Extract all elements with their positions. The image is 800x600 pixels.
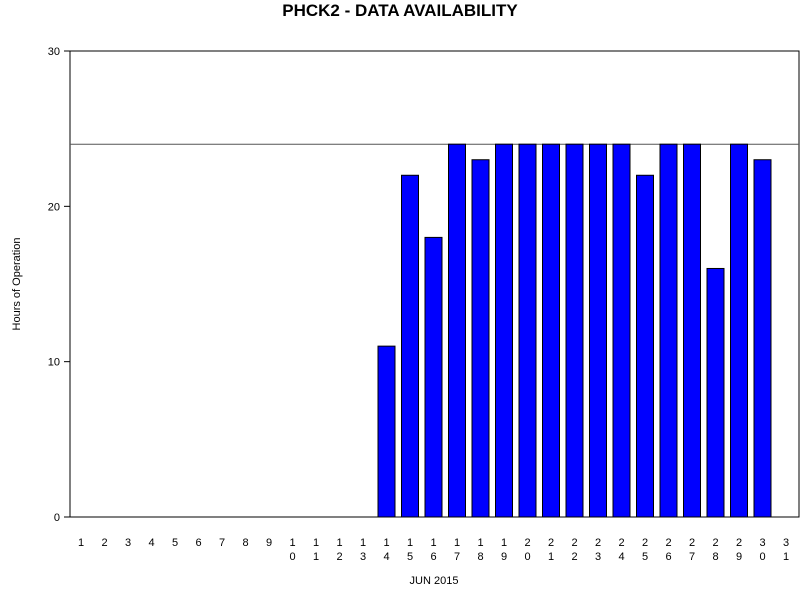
bar-day-20 — [518, 143, 537, 518]
y-tick-label: 10 — [48, 357, 60, 369]
x-tick-label: 6 — [195, 537, 201, 549]
bar-day-25 — [636, 174, 654, 518]
y-tick-label: 0 — [54, 512, 60, 524]
bar-day-21 — [542, 143, 560, 518]
bar-day-27 — [683, 143, 701, 518]
chart-title: PHCK2 - DATA AVAILABILITY — [282, 1, 518, 20]
x-tick-label: 9 — [266, 537, 272, 549]
bar-day-22 — [565, 143, 584, 518]
y-tick-label: 30 — [48, 46, 60, 58]
x-tick-label: 3 — [125, 537, 131, 549]
bar-day-16 — [424, 236, 443, 518]
x-tick-label: 4 — [148, 537, 154, 549]
x-tick-label: 8 — [242, 537, 248, 549]
bar-day-18 — [471, 159, 490, 518]
y-tick-label: 20 — [48, 201, 60, 213]
x-tick-label: 2 — [101, 537, 107, 549]
bar-day-17 — [448, 143, 466, 518]
x-tick-label: 7 — [219, 537, 225, 549]
bar-day-24 — [612, 143, 631, 518]
bar-day-19 — [495, 143, 513, 518]
x-axis-label: JUN 2015 — [409, 575, 459, 587]
x-tick-label: 1 — [78, 537, 84, 549]
bar-day-15 — [401, 174, 419, 518]
bar-day-23 — [589, 143, 607, 518]
bar-day-28 — [706, 267, 725, 518]
bar-day-30 — [753, 159, 772, 518]
bar-day-14 — [377, 345, 396, 518]
bar-day-26 — [659, 143, 678, 518]
x-tick-label: 5 — [172, 537, 178, 549]
bar-day-29 — [730, 143, 748, 518]
